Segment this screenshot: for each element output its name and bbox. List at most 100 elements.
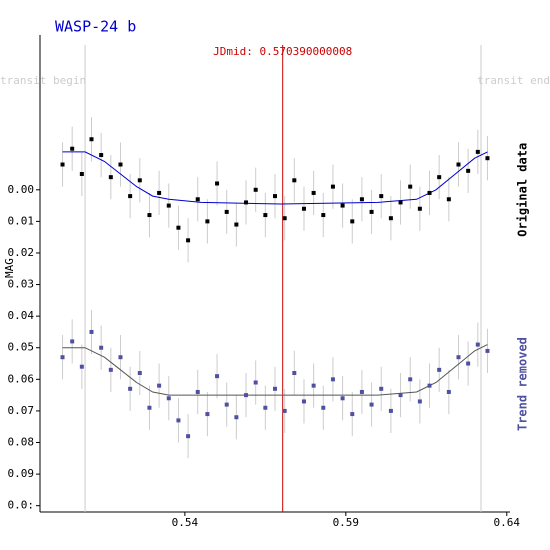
- data-point: [195, 389, 200, 394]
- data-point: [224, 209, 229, 214]
- chart-title: WASP-24 b: [55, 18, 136, 36]
- data-point: [417, 206, 422, 211]
- data-point: [224, 402, 229, 407]
- data-point: [157, 190, 162, 195]
- y-tick-label: 0.00: [8, 183, 35, 196]
- data-point: [70, 146, 75, 151]
- data-point: [244, 200, 249, 205]
- y-tick-label: 0.07: [8, 404, 35, 417]
- data-point: [292, 178, 297, 183]
- data-point: [321, 213, 326, 218]
- data-point: [408, 184, 413, 189]
- data-point: [205, 219, 210, 224]
- data-point: [89, 137, 94, 142]
- data-point: [437, 367, 442, 372]
- data-point: [446, 197, 451, 202]
- y-tick-label: 0.02: [8, 246, 35, 259]
- data-point: [99, 345, 104, 350]
- data-point: [446, 389, 451, 394]
- data-point: [359, 389, 364, 394]
- data-point: [330, 184, 335, 189]
- data-point: [60, 355, 65, 360]
- legend-label: Original data: [516, 143, 530, 237]
- data-point: [292, 371, 297, 376]
- data-point: [205, 412, 210, 417]
- data-point: [427, 190, 432, 195]
- data-point: [350, 412, 355, 417]
- data-point: [176, 418, 181, 423]
- data-point: [485, 156, 490, 161]
- y-tick-label: 0.05: [8, 341, 35, 354]
- data-point: [157, 383, 162, 388]
- data-point: [195, 197, 200, 202]
- x-tick-label: 0.64: [494, 516, 521, 529]
- x-tick-label: 0.59: [333, 516, 360, 529]
- data-point: [466, 168, 471, 173]
- data-point: [186, 238, 191, 243]
- data-point: [350, 219, 355, 224]
- data-point: [379, 194, 384, 199]
- data-point: [388, 216, 393, 221]
- data-point: [79, 364, 84, 369]
- marker-label: transit begin: [0, 74, 86, 87]
- data-point: [466, 361, 471, 366]
- data-point: [60, 162, 65, 167]
- data-point: [215, 374, 220, 379]
- data-point: [89, 329, 94, 334]
- data-point: [234, 415, 239, 420]
- legend-label: Trend removed: [516, 337, 530, 431]
- data-point: [166, 396, 171, 401]
- data-point: [301, 206, 306, 211]
- data-point: [398, 393, 403, 398]
- data-point: [282, 408, 287, 413]
- data-point: [186, 434, 191, 439]
- data-point: [128, 386, 133, 391]
- data-point: [369, 209, 374, 214]
- data-point: [234, 222, 239, 227]
- data-point: [244, 393, 249, 398]
- data-point: [166, 203, 171, 208]
- y-tick-label: 0.03: [8, 278, 35, 291]
- data-point: [263, 213, 268, 218]
- data-point: [437, 175, 442, 180]
- data-point: [108, 367, 113, 372]
- data-point: [176, 225, 181, 230]
- trend-line: [62, 151, 488, 205]
- data-point: [330, 377, 335, 382]
- data-point: [475, 149, 480, 154]
- y-tick-label: 0.06: [8, 372, 35, 385]
- data-point: [321, 405, 326, 410]
- data-point: [311, 383, 316, 388]
- x-tick-label: 0.54: [172, 516, 199, 529]
- trend-line: [62, 344, 488, 396]
- data-point: [340, 203, 345, 208]
- data-point: [311, 190, 316, 195]
- data-point: [388, 408, 393, 413]
- data-point: [475, 342, 480, 347]
- data-point: [108, 175, 113, 180]
- y-tick-label: 0.0:: [8, 499, 35, 512]
- data-point: [137, 178, 142, 183]
- data-point: [340, 396, 345, 401]
- data-point: [253, 380, 258, 385]
- data-point: [128, 194, 133, 199]
- data-point: [408, 377, 413, 382]
- data-point: [137, 371, 142, 376]
- marker-label: transit end: [477, 74, 550, 87]
- data-point: [253, 187, 258, 192]
- data-point: [359, 197, 364, 202]
- data-point: [379, 386, 384, 391]
- y-tick-label: 0.09: [8, 467, 35, 480]
- data-point: [427, 383, 432, 388]
- data-point: [147, 213, 152, 218]
- y-tick-label: 0.08: [8, 436, 35, 449]
- data-point: [99, 153, 104, 158]
- data-point: [118, 355, 123, 360]
- data-point: [301, 399, 306, 404]
- data-point: [456, 355, 461, 360]
- marker-label: JDmid: 0.570390000008: [213, 45, 352, 58]
- data-point: [398, 200, 403, 205]
- data-point: [215, 181, 220, 186]
- data-point: [456, 162, 461, 167]
